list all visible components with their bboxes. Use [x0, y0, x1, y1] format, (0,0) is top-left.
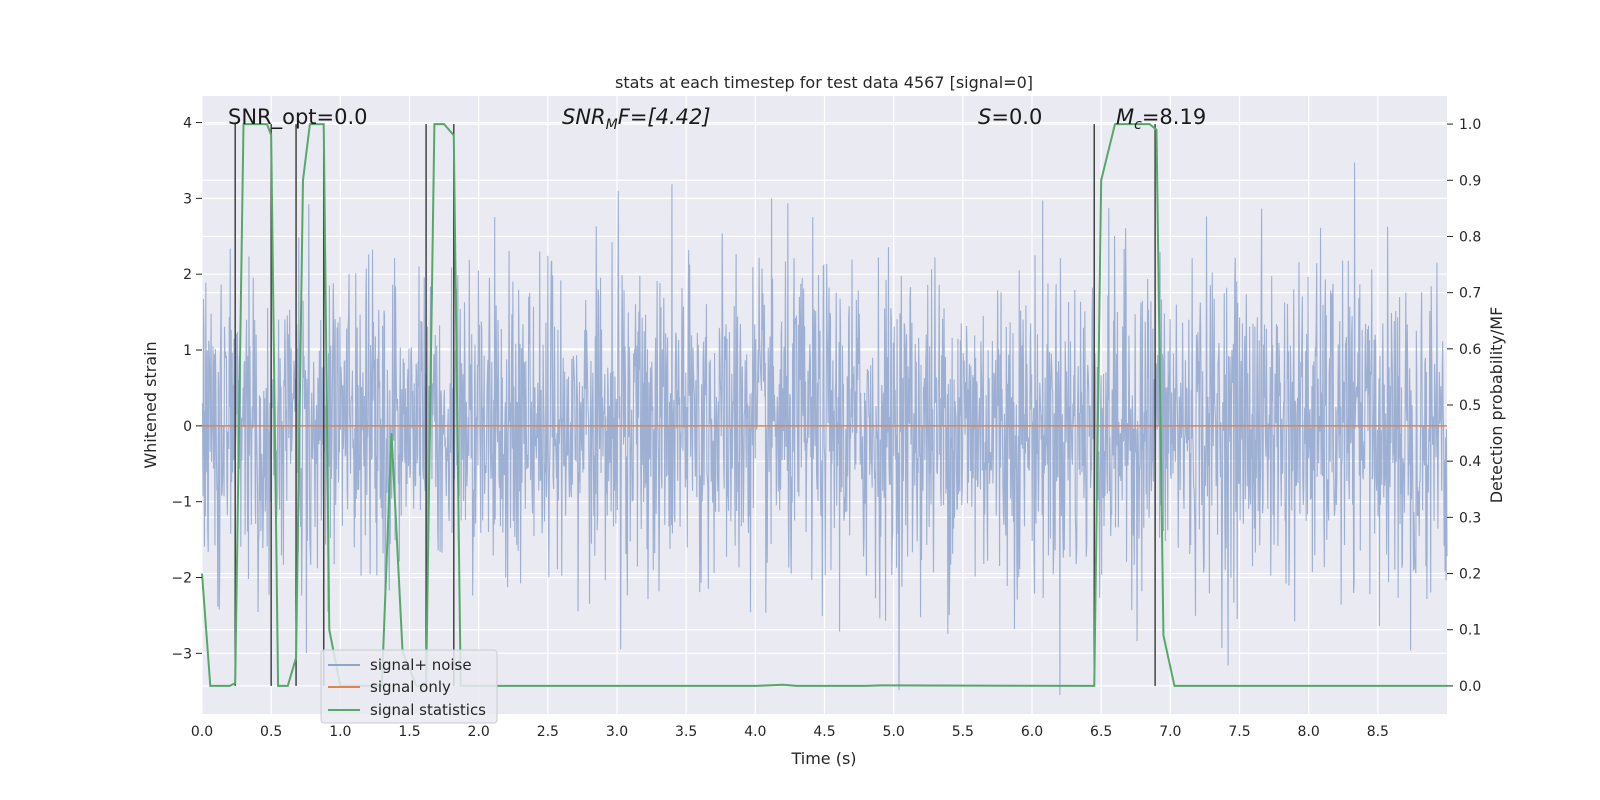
x-tick-label-0: 0.0	[191, 724, 213, 740]
annotation-snr-opt: SNR_opt=0.0	[228, 105, 368, 130]
legend-label-signal-noise: signal+ noise	[370, 656, 472, 674]
x-tick-label-12: 6.0	[1021, 724, 1043, 740]
legend-label-signal-statistics: signal statistics	[370, 701, 486, 719]
y-axis-right-label: Detection probability/MF	[1487, 307, 1506, 504]
annotation-s: S=0.0	[978, 105, 1042, 129]
x-tick-label-9: 4.5	[813, 724, 835, 740]
y-left-tick-label-6: −2	[171, 571, 192, 587]
x-tick-label-3: 1.5	[398, 724, 420, 740]
y-left-tick-label-0: 4	[183, 116, 192, 132]
x-tick-label-8: 4.0	[744, 724, 766, 740]
chart-title: stats at each timestep for test data 456…	[615, 73, 1033, 92]
legend: signal+ noise signal only signal statist…	[320, 649, 498, 724]
x-tick-label-14: 7.0	[1159, 724, 1181, 740]
s-value: =0.0	[991, 105, 1042, 129]
mc-symbol: M	[1116, 105, 1134, 129]
legend-label-signal-only: signal only	[370, 678, 451, 696]
y-left-tick-label-7: −3	[171, 646, 192, 662]
y-right-tick-label-10: 0.0	[1459, 679, 1481, 695]
x-tick-label-10: 5.0	[883, 724, 905, 740]
series-signal-statistics	[201, 123, 1447, 687]
x-axis-label: Time (s)	[790, 749, 856, 768]
x-tick-label-17: 8.5	[1367, 724, 1389, 740]
x-tick-label-11: 5.5	[952, 724, 974, 740]
legend-box	[320, 649, 498, 724]
y-left-tick-label-2: 2	[183, 267, 192, 283]
y-axis-left-label: Whitened strain	[141, 341, 160, 468]
y-right-tick-label-9: 0.1	[1459, 623, 1481, 639]
annotation-mc: Mc=8.19	[1116, 105, 1206, 133]
y-right-tick-label-0: 1.0	[1459, 117, 1481, 133]
y-right-tick-label-1: 0.9	[1459, 173, 1481, 189]
y-right-tick-label-7: 0.3	[1459, 510, 1481, 526]
x-tick-label-4: 2.0	[468, 724, 490, 740]
y-left-tick-label-3: 1	[183, 343, 192, 359]
snr-mf-value: F=[4.42]	[618, 105, 711, 129]
y-right-tick-label-5: 0.5	[1459, 398, 1481, 414]
signal-noise-line	[201, 162, 1448, 696]
x-tick-label-1: 0.5	[260, 724, 282, 740]
y-right-tick-label-8: 0.2	[1459, 567, 1481, 583]
x-tick-label-15: 7.5	[1228, 724, 1250, 740]
y-right-tick-label-2: 0.8	[1459, 229, 1481, 245]
mc-subscript: c	[1134, 117, 1142, 133]
y-axis-right-ticks: 1.0 0.9 0.8 0.7 0.6 0.5 0.4 0.3 0.2 0.1 0.0	[1447, 117, 1481, 695]
mc-value: =8.19	[1142, 105, 1206, 129]
y-right-tick-label-6: 0.4	[1459, 454, 1481, 470]
x-tick-label-2: 1.0	[329, 724, 351, 740]
y-right-tick-label-3: 0.7	[1459, 286, 1481, 302]
snr-mf-subscript: M	[606, 117, 618, 133]
x-tick-label-16: 8.0	[1298, 724, 1320, 740]
s-symbol: S	[978, 105, 991, 129]
x-tick-label-13: 6.5	[1090, 724, 1112, 740]
x-axis-ticks: 0.0 0.5 1.0 1.5 2.0 2.5 3.0 3.5 4.0 4.5 5.0 5.5 6.0 6…	[191, 724, 1389, 740]
y-left-tick-label-4: 0	[183, 419, 192, 435]
annotation-snr-mf: SNRMF=[4.42]	[562, 105, 711, 133]
x-tick-label-7: 3.5	[675, 724, 697, 740]
y-axis-left-ticks: 4 3 2 1 0 −1 −2 −3	[171, 116, 202, 662]
snr-mf-symbol: SNR	[562, 105, 606, 129]
series-signal-noise	[201, 162, 1448, 696]
x-tick-label-6: 3.0	[606, 724, 628, 740]
signal-statistics-line	[201, 123, 1447, 687]
x-tick-label-5: 2.5	[537, 724, 559, 740]
y-left-tick-label-5: −1	[171, 495, 192, 511]
y-right-tick-label-4: 0.6	[1459, 342, 1481, 358]
y-left-tick-label-1: 3	[183, 191, 192, 207]
